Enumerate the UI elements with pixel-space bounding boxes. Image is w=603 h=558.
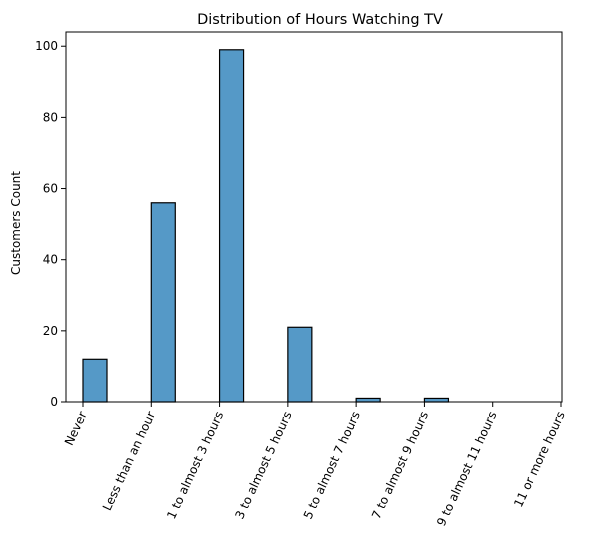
y-axis-label: Customers Count bbox=[9, 171, 23, 275]
bar-0 bbox=[82, 358, 108, 403]
y-tick-label: 60 bbox=[43, 182, 58, 196]
x-tick-label: Never bbox=[62, 409, 90, 447]
chart-title: Distribution of Hours Watching TV bbox=[197, 12, 443, 28]
y-tick-label: 20 bbox=[43, 324, 58, 338]
y-tick-label: 0 bbox=[50, 395, 58, 409]
x-tick-label: 1 to almost 3 hours bbox=[164, 409, 226, 521]
y-tick-label: 40 bbox=[43, 253, 58, 267]
x-tick-label: Less than an hour bbox=[100, 409, 158, 512]
y-tick-label: 100 bbox=[35, 39, 58, 53]
bar-1 bbox=[150, 202, 176, 403]
bar-4 bbox=[355, 397, 381, 403]
bars-group bbox=[82, 49, 450, 403]
plot-frame bbox=[65, 31, 563, 403]
y-tick-label: 80 bbox=[43, 110, 58, 124]
bar-2 bbox=[218, 49, 245, 403]
x-tick-label: 7 to almost 9 hours bbox=[369, 409, 431, 521]
x-tick-label: 3 to almost 5 hours bbox=[232, 409, 294, 521]
x-tick-label: 5 to almost 7 hours bbox=[301, 409, 363, 521]
x-tick-label: 11 or more hours bbox=[511, 409, 568, 509]
bar-3 bbox=[287, 326, 313, 403]
x-axis: Never Less than an hour 1 to almost 3 hour… bbox=[62, 402, 568, 528]
x-tick-label: 9 to almost 11 hours bbox=[434, 409, 499, 528]
bar-5 bbox=[423, 397, 450, 403]
y-axis: 0 20 40 60 80 100 bbox=[35, 39, 66, 409]
